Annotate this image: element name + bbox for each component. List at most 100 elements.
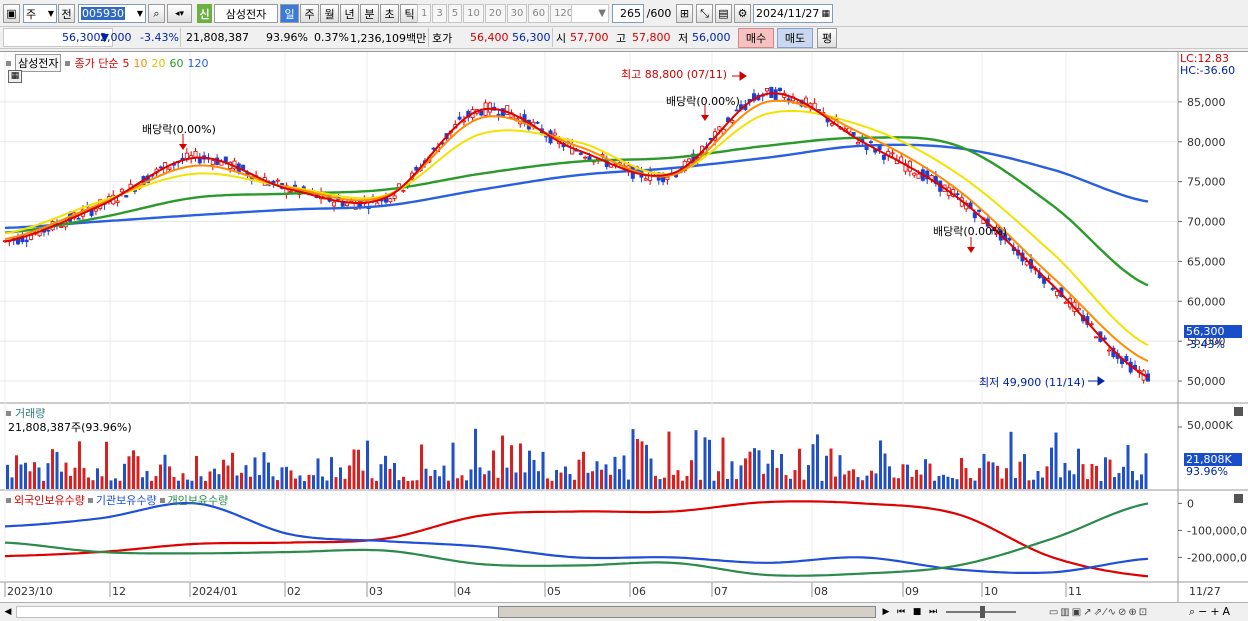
horizontal-scrollbar[interactable]: ◀ ▶ ⏮ ■ ⏭ ▭▥▣↗⇗⁄∿⊘⊕⊡ ⌕−+A [0, 602, 1248, 621]
zoom-slider-thumb[interactable] [980, 606, 985, 618]
chevron-down-icon: ▼ [136, 9, 143, 18]
gear-icon[interactable]: ⚙ [734, 4, 751, 23]
legend-ma-label[interactable]: 종가 단순 [74, 57, 119, 70]
eval-button[interactable]: 평 [817, 28, 837, 48]
window-icon[interactable]: ▣ [3, 4, 20, 23]
interval-button-20[interactable]: 20 [484, 4, 506, 23]
period-tab-4[interactable]: 분 [360, 4, 379, 23]
volume-bar [1050, 447, 1053, 489]
ma-line-20 [4, 110, 1149, 347]
period-tab-3[interactable]: 년 [340, 4, 359, 23]
interval-button-60[interactable]: 60 [528, 4, 550, 23]
legend-foreign[interactable]: 외국인보유수량 [14, 494, 85, 507]
volume-bar [771, 449, 774, 489]
volume-bar [690, 460, 693, 489]
volume-bar [415, 480, 419, 489]
volume-bar [969, 477, 972, 489]
volume-bar [24, 462, 27, 489]
volume-bar [1054, 432, 1058, 489]
panel-close-icon[interactable] [1234, 494, 1243, 503]
period-tab-5[interactable]: 초 [380, 4, 399, 23]
draw-tool-icon[interactable]: ⤡ [696, 4, 713, 23]
volume-bar [978, 468, 981, 489]
count-input[interactable]: 265 [612, 4, 644, 23]
stop-icon[interactable]: ■ [912, 607, 922, 617]
panel-close-icon[interactable] [1234, 407, 1243, 416]
scroll-right-icon[interactable]: ▶ [882, 607, 890, 617]
market-select[interactable]: 주 ▼ [23, 4, 57, 23]
interval-button-1[interactable]: 1 [417, 4, 432, 23]
interval-button-10[interactable]: 10 [463, 4, 484, 23]
table-icon[interactable]: ▦ [8, 70, 22, 83]
holdings-line-1 [4, 502, 1149, 574]
legend-stock-name[interactable]: 삼성전자 [15, 54, 62, 72]
date-input[interactable]: 2024/11/27 ▦ [753, 4, 833, 23]
sound-icon[interactable]: ◂▾ [167, 4, 192, 23]
volume-bar [501, 435, 504, 489]
price-axis-label: 75,000 [1187, 176, 1226, 189]
stock-code-input[interactable]: 005930 ▼ [78, 4, 146, 23]
play-icon[interactable]: ⏭ [928, 607, 938, 617]
save-icon[interactable]: ▤ [715, 4, 732, 23]
volume-bar [577, 459, 581, 489]
volume-bar [780, 453, 783, 489]
volume-bar [564, 466, 567, 489]
scroll-thumb[interactable] [498, 606, 876, 618]
volume-bar [348, 465, 351, 489]
legend-individual[interactable]: 개인보유수량 [167, 494, 229, 507]
price-axis-label: 55,000 [1187, 335, 1226, 348]
volume-bar [699, 479, 702, 489]
volume-bar [883, 453, 887, 489]
interval-button-5[interactable]: 5 [447, 4, 463, 23]
period-tab-1[interactable]: 주 [300, 4, 319, 23]
volume-bar [123, 463, 126, 489]
candle-body [877, 145, 882, 151]
interval-input[interactable]: ▼ [571, 4, 609, 23]
volume-bar [244, 465, 248, 489]
legend-bullet-icon [6, 497, 11, 503]
volume-bar [631, 429, 635, 489]
period-tab-2[interactable]: 월 [320, 4, 339, 23]
legend-ma-120[interactable]: 120 [187, 56, 209, 70]
volume-bar [604, 464, 608, 489]
prev-button[interactable]: 전 [58, 4, 75, 23]
volume-bar [145, 470, 149, 489]
volume-bar [150, 480, 153, 489]
drawing-tools-icon[interactable]: ▭▥▣↗⇗⁄∿⊘⊕⊡ [1048, 606, 1150, 618]
legend-ma-60[interactable]: 60 [169, 56, 184, 70]
volume-bar [843, 474, 846, 489]
scroll-left-icon[interactable]: ◀ [4, 607, 12, 617]
volume-title[interactable]: 거래량 [15, 407, 46, 420]
volume-bar [645, 444, 648, 489]
buy-button[interactable]: 매수 [738, 28, 774, 48]
price-axis-label: 60,000 [1187, 295, 1226, 308]
volume-bar [91, 480, 95, 489]
volume-bar [649, 458, 653, 489]
ask-label: 호가 [432, 31, 453, 45]
volume-bar [829, 448, 833, 489]
volume-bar [276, 480, 279, 489]
volume-bar [262, 452, 266, 489]
volume-bar [298, 475, 302, 489]
holdings-axis-label: -200,000,0 [1187, 551, 1247, 564]
period-tab-0[interactable]: 일 [280, 4, 299, 23]
volume-bar [177, 480, 180, 489]
candle-body [765, 87, 770, 92]
volume-bar [1081, 464, 1085, 489]
legend-ma-10[interactable]: 10 [133, 56, 148, 70]
chart-setup-icon[interactable]: ⊞ [676, 4, 693, 23]
search-icon[interactable]: ⌕ [148, 4, 165, 23]
legend-institution[interactable]: 기관보유수량 [95, 494, 157, 507]
rewind-icon[interactable]: ⏮ [896, 607, 906, 617]
volume-bar [343, 478, 347, 489]
legend-ma-20[interactable]: 20 [151, 56, 166, 70]
interval-button-30[interactable]: 30 [506, 4, 528, 23]
volume-bar [982, 453, 986, 489]
volume-bar [87, 477, 90, 489]
legend-ma-5[interactable]: 5 [122, 56, 130, 70]
sell-button[interactable]: 매도 [777, 28, 813, 48]
volume-bar [397, 480, 401, 489]
zoom-tools-icon[interactable]: ⌕−+A [1188, 605, 1234, 618]
interval-button-3[interactable]: 3 [432, 4, 447, 23]
volume-bar [1041, 477, 1044, 489]
